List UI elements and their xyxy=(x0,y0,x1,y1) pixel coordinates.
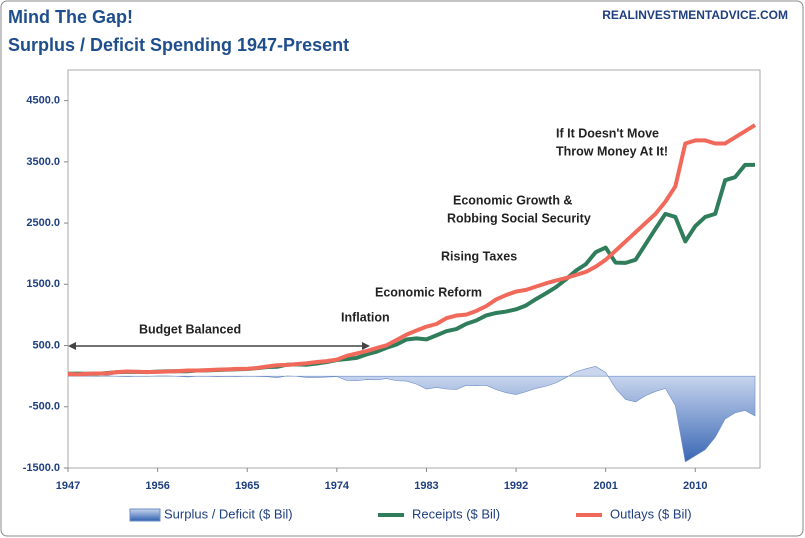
x-tick-label: 1974 xyxy=(325,480,350,492)
annotation: If It Doesn't Move xyxy=(556,126,659,140)
annotation: Rising Taxes xyxy=(441,249,517,263)
x-tick-label: 2001 xyxy=(593,480,617,492)
y-tick-label: 500.0 xyxy=(32,339,60,351)
x-tick-label: 1956 xyxy=(145,480,169,492)
x-tick-label: 2010 xyxy=(683,480,707,492)
y-tick-label: 4500.0 xyxy=(26,95,60,107)
x-tick-label: 1992 xyxy=(504,480,528,492)
legend-swatch xyxy=(129,508,161,522)
annotation: Budget Balanced xyxy=(139,322,241,336)
x-tick-label: 1983 xyxy=(414,480,438,492)
annotation: Economic Growth & xyxy=(453,193,572,207)
legend-label: Surplus / Deficit ($ Bil) xyxy=(164,506,293,521)
legend-label: Outlays ($ Bil) xyxy=(610,506,692,521)
y-tick-label: 1500.0 xyxy=(26,278,60,290)
series-line xyxy=(67,123,757,377)
deficit-area xyxy=(67,366,756,463)
chart-title: Mind The Gap! xyxy=(8,7,133,27)
annotation: Robbing Social Security xyxy=(447,211,591,225)
annotation: Economic Reform xyxy=(375,285,482,299)
annotation: Throw Money At It! xyxy=(556,144,668,158)
chart-subtitle: Surplus / Deficit Spending 1947-Present xyxy=(8,35,349,55)
y-tick-label: 3500.0 xyxy=(26,156,60,168)
y-tick-label: 2500.0 xyxy=(26,217,60,229)
x-tick-label: 1947 xyxy=(56,480,80,492)
legend: Surplus / Deficit ($ Bil) Receipts ($ Bil… xyxy=(129,506,692,522)
source: REALINVESTMENTADVICE.COM xyxy=(602,8,788,22)
y-tick-label: -1500.0 xyxy=(23,462,60,474)
annotation: Inflation xyxy=(341,310,390,324)
plot-area xyxy=(67,69,761,469)
x-tick-label: 1965 xyxy=(235,480,259,492)
legend-label: Receipts ($ Bil) xyxy=(412,506,500,521)
y-tick-label: -500.0 xyxy=(29,401,60,413)
